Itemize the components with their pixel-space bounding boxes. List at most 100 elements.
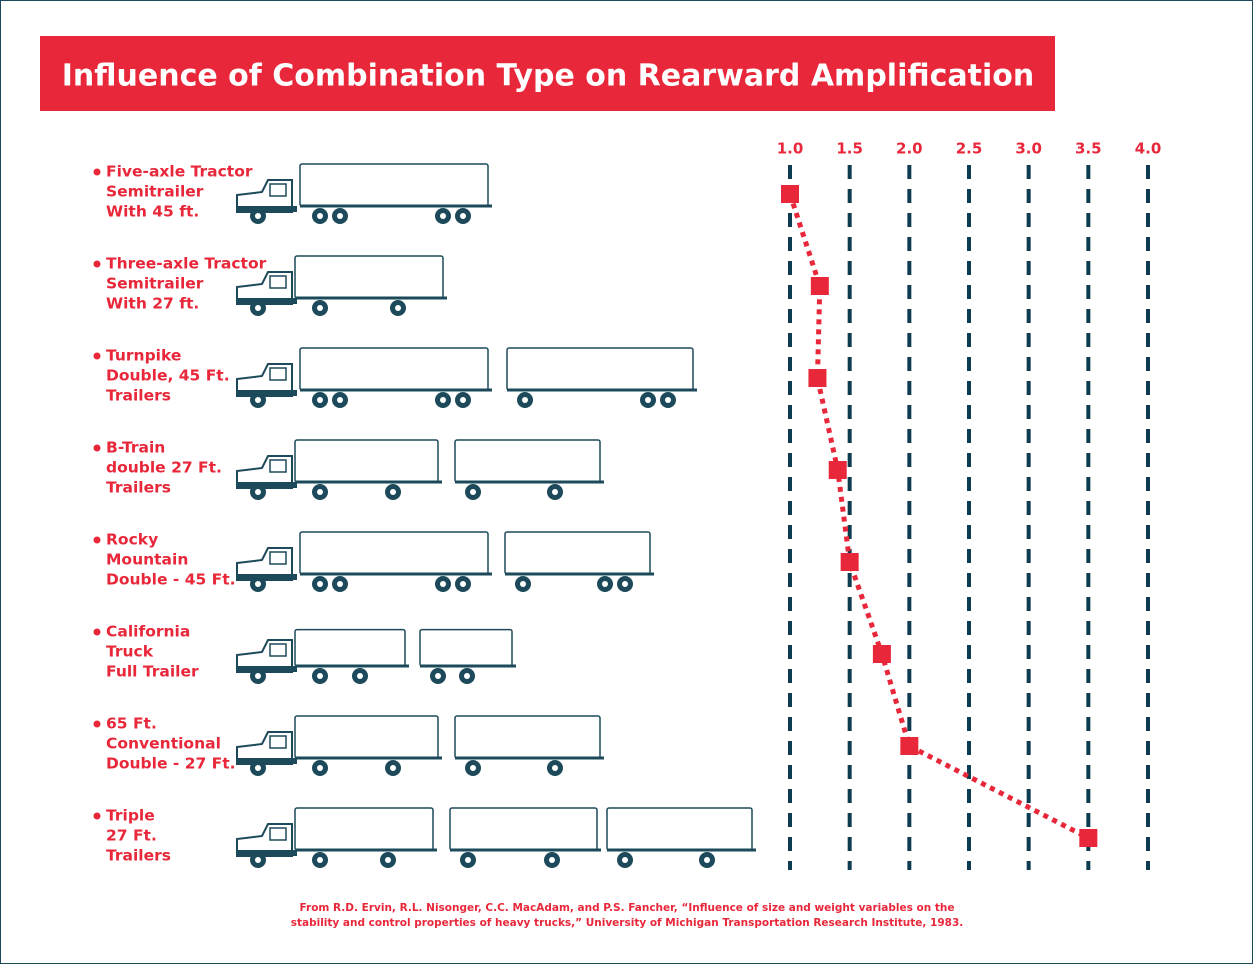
bullet (94, 261, 101, 268)
hub (337, 213, 343, 219)
bullet (94, 537, 101, 544)
bullet (94, 813, 101, 820)
category-label: Double, 45 Ft. (106, 367, 230, 385)
trailer (607, 808, 752, 850)
bullet (94, 445, 101, 452)
trailer (455, 716, 600, 758)
hub (337, 397, 343, 403)
hub (460, 581, 466, 587)
bullet (94, 721, 101, 728)
chassis (237, 758, 297, 764)
category-label: B-Train (106, 439, 165, 457)
hub (460, 397, 466, 403)
trailer (295, 808, 433, 850)
data-point (811, 277, 829, 295)
hub (255, 489, 261, 495)
hub (470, 765, 476, 771)
hub (317, 581, 323, 587)
hub (622, 581, 628, 587)
hub (464, 673, 470, 679)
hub (255, 581, 261, 587)
chassis (237, 574, 297, 580)
data-point (841, 553, 859, 571)
hub (465, 857, 471, 863)
x-tick-label: 4.0 (1135, 140, 1162, 158)
hub (337, 581, 343, 587)
category-label: Turnpike (106, 347, 181, 365)
hub (317, 857, 323, 863)
trailer (300, 532, 488, 574)
hub (255, 213, 261, 219)
chassis (237, 390, 297, 396)
hub (255, 673, 261, 679)
trailer (300, 348, 488, 390)
category-label: Truck (106, 643, 154, 661)
data-point (900, 737, 918, 755)
trailer (295, 440, 438, 482)
hub (255, 397, 261, 403)
hub (440, 213, 446, 219)
x-tick-label: 1.5 (836, 140, 863, 158)
hub (665, 397, 671, 403)
source-note: From R.D. Ervin, R.L. Nisonger, C.C. Mac… (300, 902, 955, 914)
category-label: Conventional (106, 735, 221, 753)
category-label: With 45 ft. (106, 203, 199, 221)
x-tick-label: 1.0 (777, 140, 804, 158)
chassis (237, 850, 297, 856)
hub (520, 581, 526, 587)
category-label: Double - 27 Ft. (106, 755, 236, 773)
x-tick-label: 3.5 (1075, 140, 1102, 158)
category-label: Mountain (106, 551, 188, 569)
hub (357, 673, 363, 679)
hub (549, 857, 555, 863)
hub (255, 765, 261, 771)
category-label: Full Trailer (106, 663, 199, 681)
hub (460, 213, 466, 219)
chart-title: Influence of Combination Type on Rearwar… (62, 59, 1034, 94)
category-label: Trailers (106, 479, 171, 497)
hub (317, 397, 323, 403)
hub (435, 673, 441, 679)
bullet (94, 353, 101, 360)
hub (390, 765, 396, 771)
trailer (300, 164, 488, 206)
trailer (450, 808, 597, 850)
chassis (237, 298, 297, 304)
category-label: Trailers (106, 387, 171, 405)
x-tick-label: 3.0 (1015, 140, 1042, 158)
category-label: 27 Ft. (106, 827, 157, 845)
hub (622, 857, 628, 863)
hub (385, 857, 391, 863)
source-note: stability and control properties of heav… (291, 917, 964, 929)
hub (602, 581, 608, 587)
hub (704, 857, 710, 863)
trailer (455, 440, 600, 482)
chart: Influence of Combination Type on Rearwar… (0, 0, 1253, 964)
data-point (1079, 829, 1097, 847)
chassis (237, 206, 297, 212)
x-tick-label: 2.5 (956, 140, 983, 158)
hub (255, 305, 261, 311)
hub (317, 305, 323, 311)
data-point (829, 461, 847, 479)
hub (317, 673, 323, 679)
trailer (295, 256, 443, 298)
category-label: Semitrailer (106, 275, 204, 293)
hub (440, 581, 446, 587)
category-label: Triple (106, 807, 155, 825)
trailer (295, 630, 405, 666)
category-label: Three-axle Tractor (106, 255, 267, 273)
data-point (873, 645, 891, 663)
category-label: Trailers (106, 847, 171, 865)
data-point (808, 369, 826, 387)
hub (317, 489, 323, 495)
category-label: Five-axle Tractor (106, 163, 253, 181)
hub (317, 213, 323, 219)
hub (255, 857, 261, 863)
bullet (94, 169, 101, 176)
hub (317, 765, 323, 771)
trailer (505, 532, 650, 574)
hub (552, 765, 558, 771)
category-label: 65 Ft. (106, 715, 157, 733)
data-point (781, 185, 799, 203)
